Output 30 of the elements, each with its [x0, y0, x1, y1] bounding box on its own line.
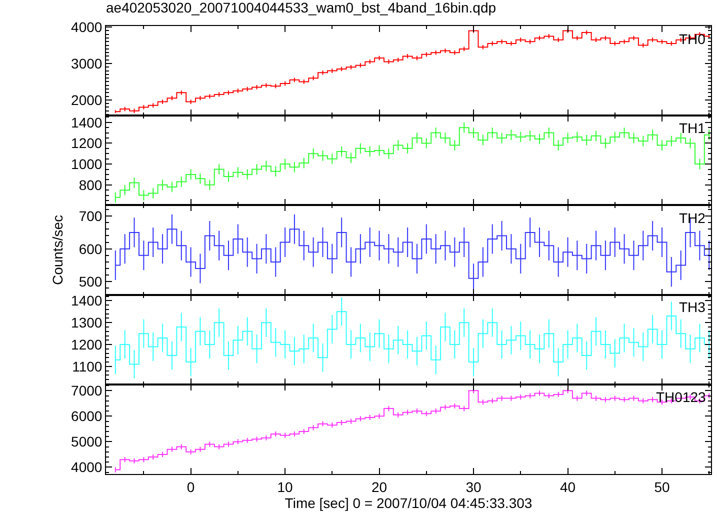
x-tick-label: 10	[277, 478, 294, 495]
y-tick-label: 3000	[71, 55, 102, 72]
y-tick-label: 1400	[71, 292, 102, 309]
y-tick-label: 800	[78, 176, 102, 193]
y-tick-label: 600	[78, 240, 102, 257]
x-tick-label: 30	[466, 478, 482, 495]
y-tick-label: 7000	[71, 382, 102, 399]
y-tick-label: 1400	[71, 114, 102, 130]
legend-label: TH1	[679, 120, 706, 136]
y-tick-label: 500	[78, 274, 102, 290]
x-tick-label: 50	[654, 478, 670, 495]
y-tick-label: 1300	[71, 314, 102, 331]
legend-label: TH2	[679, 210, 706, 226]
legend-label: TH3	[679, 299, 706, 315]
x-axis-title: Time [sec] 0 = 2007/10/04 04:45:33.303	[284, 495, 532, 512]
y-tick-label: 4000	[71, 459, 102, 476]
y-tick-label: 1100	[72, 358, 102, 374]
x-tick-label: 0	[186, 478, 195, 495]
x-tick-label: 20	[372, 478, 388, 495]
chart-title: ae402053020_20071004044533_wam0_bst_4band_16bin.qdp	[106, 0, 496, 16]
y-tick-label: 2000	[71, 92, 102, 108]
y-tick-label: 5000	[71, 434, 102, 450]
y-tick-label: 700	[78, 208, 102, 224]
y-tick-label: 1200	[71, 135, 102, 152]
y-tick-label: 4000	[71, 18, 102, 35]
y-tick-label: 6000	[71, 408, 102, 424]
y-tick-label: 1000	[71, 156, 102, 172]
x-tick-label: 40	[560, 478, 576, 495]
y-tick-label: 1200	[71, 336, 102, 352]
y-axis-title: Counts/sec	[49, 214, 66, 286]
